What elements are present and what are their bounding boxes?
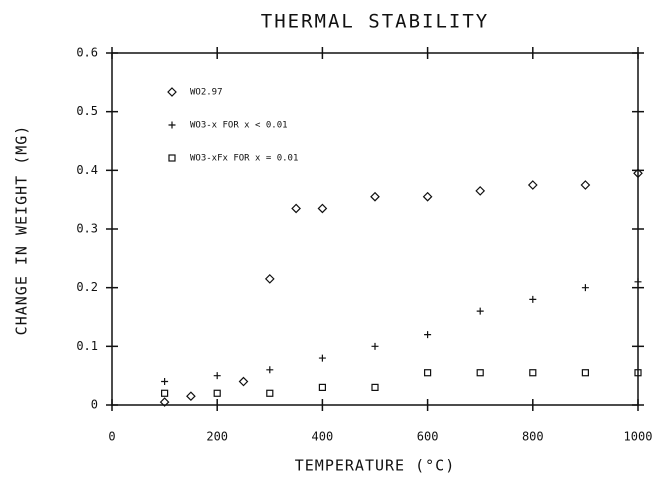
- point: [238, 376, 249, 387]
- point: [634, 369, 642, 377]
- point: [581, 369, 590, 377]
- point: [527, 180, 538, 190]
- point: [634, 278, 642, 286]
- legend-label: WO2.97: [190, 88, 223, 98]
- x-tick-label: 600: [417, 430, 439, 444]
- point: [264, 274, 275, 284]
- y-tick-label: 0.6: [76, 46, 98, 60]
- point: [581, 284, 589, 292]
- point: [186, 391, 196, 402]
- point: [266, 366, 274, 374]
- x-tick-label: 200: [206, 430, 228, 444]
- point: [424, 331, 432, 339]
- point: [318, 354, 326, 362]
- legend-marker: [168, 154, 176, 162]
- legend-label: WO3-xFx FOR x = 0.01: [190, 154, 298, 164]
- point: [371, 383, 379, 391]
- y-axis-label: CHANGE IN WEIGHT (MG): [13, 125, 31, 336]
- y-tick-label: 0.5: [76, 104, 98, 118]
- point: [161, 389, 169, 397]
- point: [370, 191, 380, 202]
- y-tick-label: 0.4: [76, 163, 98, 177]
- chart-title: THERMAL STABILITY: [261, 11, 489, 33]
- point: [422, 191, 433, 202]
- legend-marker: [168, 121, 176, 129]
- point: [317, 203, 328, 214]
- x-tick-label: 1000: [624, 430, 653, 444]
- legend-marker: [167, 87, 177, 97]
- point: [580, 180, 591, 190]
- point: [475, 186, 486, 196]
- point: [213, 372, 221, 380]
- point: [291, 203, 301, 214]
- y-tick-label: 0.3: [76, 222, 98, 236]
- point: [529, 369, 537, 377]
- x-tick-label: 0: [108, 430, 115, 444]
- point: [213, 389, 221, 397]
- point: [529, 295, 537, 303]
- point: [633, 168, 643, 179]
- x-tick-label: 400: [312, 430, 334, 444]
- y-tick-label: 0.1: [76, 339, 98, 353]
- plot-frame: [111, 52, 639, 406]
- point: [318, 383, 326, 391]
- point: [266, 389, 274, 397]
- y-tick-label: 0: [91, 398, 98, 412]
- legend-label: WO3-x FOR x < 0.01: [190, 121, 288, 131]
- point: [161, 378, 169, 386]
- x-axis-label: TEMPERATURE (°C): [295, 457, 456, 475]
- x-tick-label: 800: [522, 430, 544, 444]
- y-tick-label: 0.2: [76, 280, 98, 294]
- point: [424, 369, 432, 377]
- point: [159, 397, 170, 407]
- point: [476, 307, 484, 315]
- point: [371, 342, 379, 350]
- point: [476, 369, 484, 377]
